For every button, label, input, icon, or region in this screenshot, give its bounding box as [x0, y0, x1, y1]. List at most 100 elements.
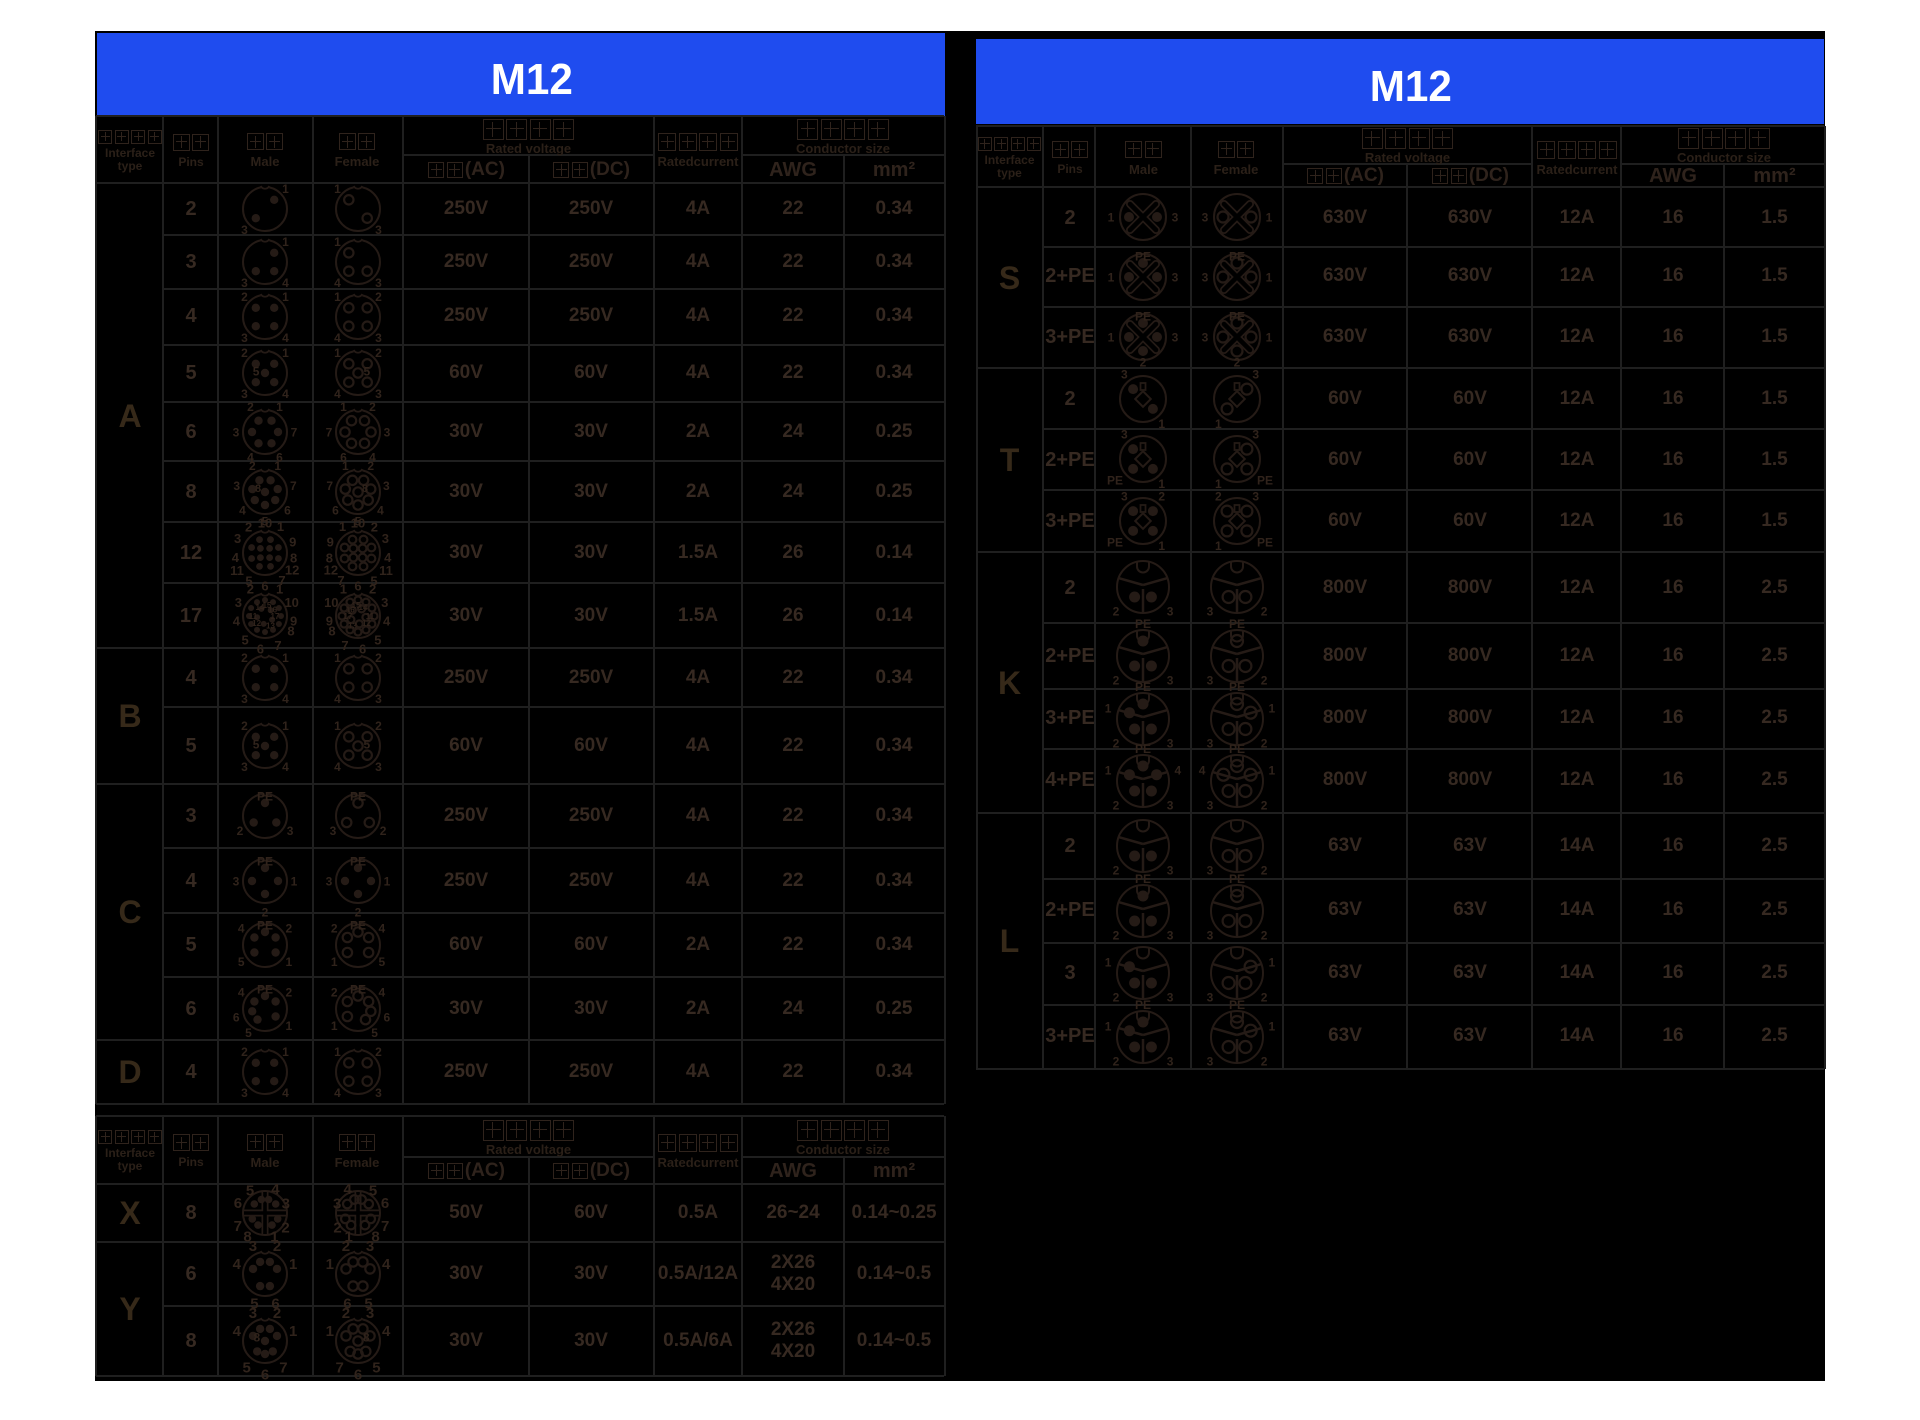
svg-text:8: 8 [243, 1229, 251, 1246]
svg-text:PE: PE [350, 854, 366, 868]
svg-text:PE: PE [1135, 309, 1151, 323]
svg-text:3: 3 [1207, 1055, 1214, 1069]
svg-text:1: 1 [1105, 764, 1112, 778]
svg-text:3: 3 [1121, 368, 1128, 382]
svg-text:3: 3 [233, 479, 240, 493]
svg-text:3: 3 [241, 223, 248, 237]
svg-text:7: 7 [290, 479, 297, 493]
svg-text:4: 4 [343, 1181, 352, 1198]
svg-text:10: 10 [351, 516, 365, 531]
svg-text:4: 4 [1175, 764, 1182, 778]
svg-text:2: 2 [262, 905, 269, 919]
svg-text:2: 2 [331, 986, 338, 1000]
svg-text:3: 3 [1172, 210, 1179, 224]
svg-text:2: 2 [1113, 864, 1120, 878]
svg-text:3: 3 [1167, 737, 1174, 751]
svg-text:2: 2 [375, 651, 382, 665]
svg-text:6: 6 [271, 1296, 279, 1313]
svg-text:8: 8 [328, 624, 335, 639]
svg-text:15: 15 [352, 601, 361, 610]
svg-text:2: 2 [1261, 605, 1268, 619]
svg-text:3: 3 [382, 531, 389, 546]
svg-text:4: 4 [334, 692, 341, 706]
svg-text:3: 3 [1207, 864, 1214, 878]
svg-text:4: 4 [369, 450, 376, 464]
svg-text:4: 4 [247, 450, 254, 464]
svg-text:1: 1 [326, 1323, 334, 1340]
svg-text:8: 8 [290, 551, 297, 566]
svg-text:11: 11 [366, 612, 375, 621]
svg-text:7: 7 [279, 1360, 287, 1377]
svg-text:6: 6 [284, 504, 291, 518]
svg-text:4: 4 [233, 1323, 242, 1340]
svg-text:2: 2 [273, 1305, 281, 1322]
svg-text:1: 1 [289, 1256, 297, 1273]
svg-text:15: 15 [262, 601, 271, 610]
svg-text:4: 4 [271, 1181, 280, 1198]
svg-text:4: 4 [282, 331, 289, 345]
svg-text:13: 13 [348, 621, 357, 630]
svg-text:1: 1 [344, 1229, 352, 1246]
svg-text:2: 2 [1215, 490, 1222, 504]
svg-text:2: 2 [241, 651, 248, 665]
svg-text:PE: PE [1229, 249, 1245, 263]
svg-text:4: 4 [382, 1256, 391, 1273]
svg-text:5: 5 [371, 1026, 378, 1040]
svg-text:4: 4 [382, 1323, 391, 1340]
svg-text:6: 6 [257, 641, 264, 656]
svg-text:2: 2 [1140, 355, 1147, 369]
svg-text:8: 8 [362, 483, 368, 495]
svg-text:6: 6 [332, 504, 339, 518]
svg-text:3: 3 [1167, 991, 1174, 1005]
svg-text:3: 3 [1207, 991, 1214, 1005]
svg-text:1: 1 [285, 1019, 292, 1033]
svg-text:1: 1 [1266, 210, 1273, 224]
svg-text:11: 11 [249, 612, 258, 621]
svg-text:3: 3 [241, 1086, 248, 1100]
svg-text:1: 1 [285, 955, 292, 969]
svg-text:3: 3 [1207, 605, 1214, 619]
svg-text:3: 3 [233, 874, 240, 888]
svg-text:2: 2 [237, 824, 244, 838]
svg-text:2: 2 [273, 1238, 281, 1255]
svg-text:8: 8 [326, 551, 333, 566]
svg-text:12: 12 [324, 563, 338, 578]
svg-text:1: 1 [339, 519, 346, 534]
svg-text:PE: PE [1135, 680, 1151, 694]
svg-text:5: 5 [364, 1296, 372, 1313]
svg-text:4: 4 [334, 331, 341, 345]
svg-text:3: 3 [1172, 330, 1179, 344]
svg-text:2: 2 [1261, 674, 1268, 688]
svg-text:3: 3 [234, 531, 241, 546]
svg-text:6: 6 [354, 579, 361, 594]
svg-text:5: 5 [238, 955, 245, 969]
svg-text:4: 4 [238, 922, 245, 936]
svg-text:10: 10 [258, 516, 272, 531]
svg-text:2: 2 [369, 400, 376, 414]
svg-text:3: 3 [1172, 270, 1179, 284]
svg-text:6: 6 [233, 1011, 240, 1025]
svg-text:2: 2 [380, 824, 387, 838]
svg-text:4: 4 [233, 614, 241, 629]
svg-text:3: 3 [1202, 210, 1209, 224]
svg-text:2: 2 [1234, 355, 1241, 369]
svg-text:9: 9 [289, 534, 296, 549]
svg-text:3: 3 [375, 331, 382, 345]
svg-text:6: 6 [354, 1366, 362, 1383]
svg-text:9: 9 [290, 614, 297, 629]
svg-text:3: 3 [1167, 674, 1174, 688]
svg-text:2: 2 [285, 986, 292, 1000]
svg-text:PE: PE [1229, 742, 1245, 756]
svg-text:PE: PE [1229, 309, 1245, 323]
svg-text:5: 5 [378, 955, 385, 969]
svg-text:3: 3 [241, 760, 248, 774]
svg-text:PE: PE [257, 789, 273, 803]
svg-text:PE: PE [1135, 872, 1151, 886]
svg-text:4: 4 [233, 1256, 242, 1273]
svg-text:2: 2 [247, 400, 254, 414]
svg-text:2: 2 [371, 519, 378, 534]
svg-text:PE: PE [350, 789, 366, 803]
svg-text:5: 5 [245, 573, 252, 588]
svg-text:3: 3 [235, 595, 242, 610]
svg-text:1: 1 [1108, 210, 1115, 224]
